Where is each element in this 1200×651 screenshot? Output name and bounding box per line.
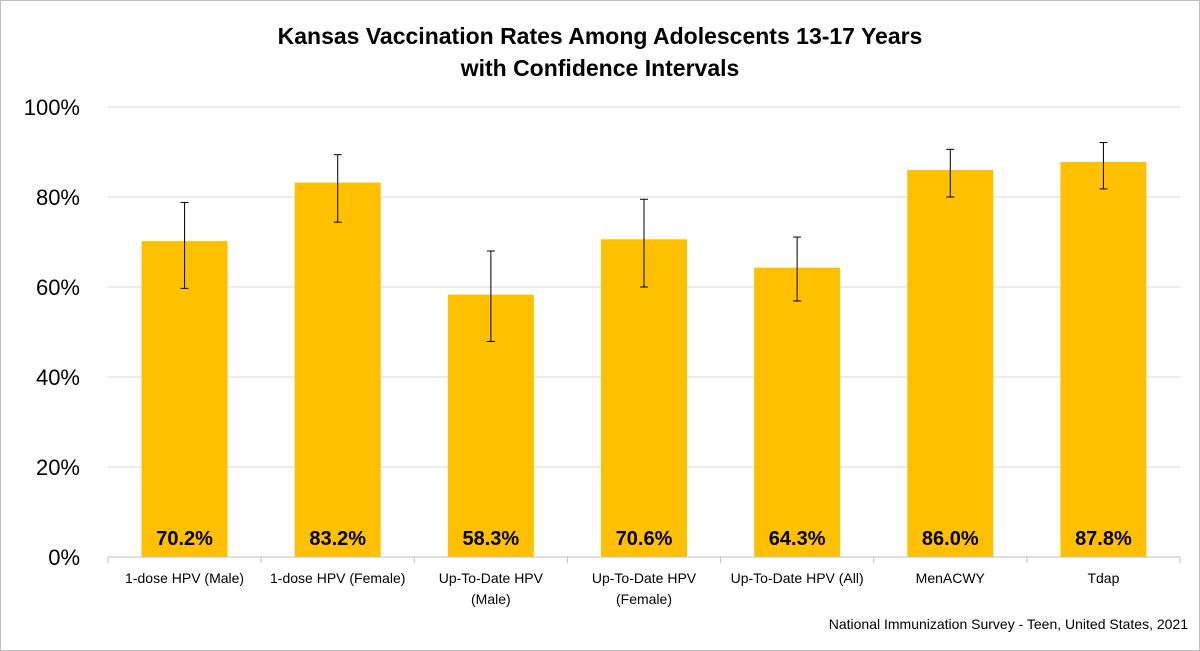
data-label: 58.3% bbox=[462, 528, 519, 550]
bar bbox=[1060, 161, 1147, 557]
x-tick-label: Up-To-Date HPV (All) bbox=[731, 570, 864, 586]
x-tick-label: 1-dose HPV (Male) bbox=[125, 570, 244, 586]
y-tick-label: 20% bbox=[36, 455, 80, 480]
bar bbox=[754, 267, 841, 557]
y-tick-label: 0% bbox=[48, 545, 80, 570]
y-tick-label: 40% bbox=[36, 365, 80, 390]
x-tick-label: Up-To-Date HPV bbox=[592, 570, 697, 586]
x-tick-label: (Male) bbox=[471, 591, 511, 607]
bar bbox=[601, 239, 687, 558]
bar bbox=[141, 241, 228, 557]
data-label: 87.8% bbox=[1075, 528, 1132, 550]
x-tick-label: 1-dose HPV (Female) bbox=[270, 570, 405, 586]
chart-title-line-2: with Confidence Intervals bbox=[460, 55, 740, 81]
y-tick-label: 80% bbox=[36, 185, 80, 210]
chart-title-line-1: Kansas Vaccination Rates Among Adolescen… bbox=[277, 23, 923, 49]
bar bbox=[907, 170, 994, 557]
y-tick-label: 60% bbox=[36, 275, 80, 300]
data-label: 64.3% bbox=[769, 528, 826, 550]
data-label: 70.6% bbox=[616, 528, 673, 550]
bar bbox=[294, 182, 381, 557]
data-label: 70.2% bbox=[156, 528, 213, 550]
y-tick-label: 100% bbox=[24, 95, 80, 120]
data-label: 86.0% bbox=[922, 528, 979, 550]
source-note: National Immunization Survey - Teen, Uni… bbox=[828, 616, 1188, 632]
x-tick-label: MenACWY bbox=[916, 570, 986, 586]
chart-title: Kansas Vaccination Rates Among Adolescen… bbox=[0, 20, 1200, 84]
data-label: 83.2% bbox=[309, 528, 366, 550]
x-tick-label: Tdap bbox=[1087, 570, 1119, 586]
x-tick-label: Up-To-Date HPV bbox=[439, 570, 544, 586]
x-tick-label: (Female) bbox=[616, 591, 672, 607]
